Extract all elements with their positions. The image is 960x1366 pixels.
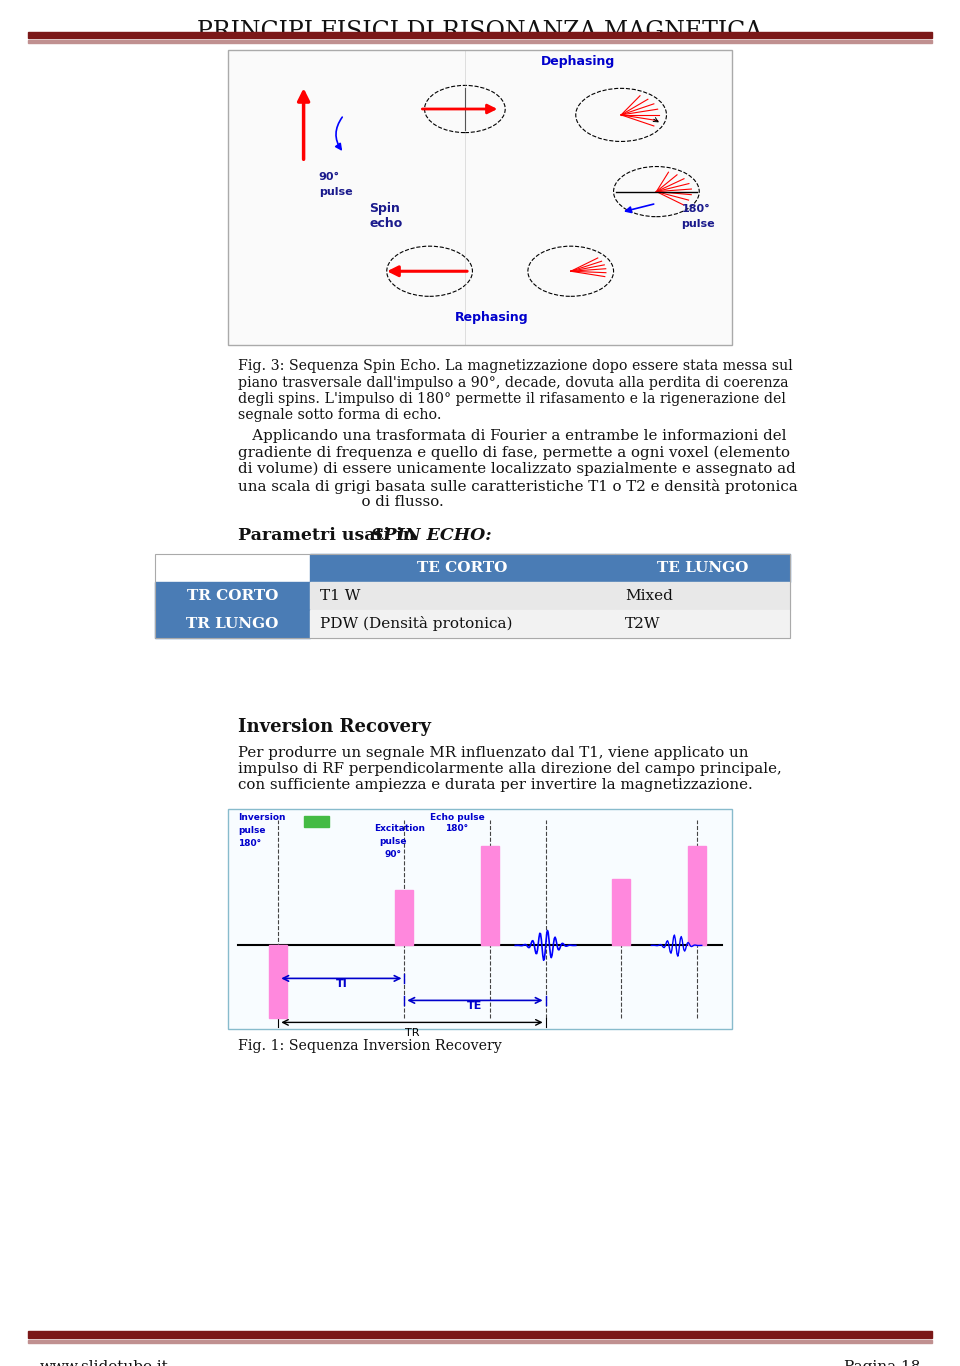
Bar: [228, 51, 732, 346]
Text: Rephasing: Rephasing: [455, 311, 528, 324]
Text: di volume) di essere unicamente localizzato spazialmente e assegnato ad: di volume) di essere unicamente localizz…: [238, 462, 796, 477]
Text: T1 W: T1 W: [320, 589, 360, 602]
Text: 90°: 90°: [319, 172, 340, 182]
Bar: [687, 847, 706, 945]
Text: Fig. 3: Sequenza Spin Echo. La magnetizzazione dopo essere stata messa sul: Fig. 3: Sequenza Spin Echo. La magnetizz…: [238, 359, 793, 373]
Text: PRINCIPI FISICI DI RISONANZA MAGNETICA: PRINCIPI FISICI DI RISONANZA MAGNETICA: [198, 20, 762, 42]
Text: 180°: 180°: [444, 824, 468, 833]
Text: pulse: pulse: [379, 837, 407, 846]
Text: TE LUNGO: TE LUNGO: [657, 560, 748, 575]
Text: TI: TI: [336, 979, 348, 989]
Text: www.slidetube.it: www.slidetube.it: [40, 1361, 169, 1366]
Bar: [28, 31, 932, 38]
Text: o di flusso.: o di flusso.: [238, 494, 444, 510]
Bar: [615, 609, 790, 638]
Bar: [155, 582, 310, 609]
Bar: [310, 609, 615, 638]
Text: TR CORTO: TR CORTO: [187, 589, 278, 602]
Bar: [28, 1330, 932, 1339]
Bar: [28, 40, 932, 42]
Text: Excitation: Excitation: [374, 824, 425, 833]
Text: TR: TR: [405, 1027, 420, 1038]
Text: pulse: pulse: [238, 826, 266, 835]
Text: pulse: pulse: [682, 219, 715, 229]
Text: Inversion Recovery: Inversion Recovery: [238, 717, 431, 735]
Text: con sufficiente ampiezza e durata per invertire la magnetizzazione.: con sufficiente ampiezza e durata per in…: [238, 779, 753, 792]
Text: impulso di RF perpendicolarmente alla direzione del campo principale,: impulso di RF perpendicolarmente alla di…: [238, 762, 781, 776]
Bar: [310, 553, 615, 582]
Bar: [228, 809, 732, 1029]
Text: Pagina 18: Pagina 18: [844, 1361, 920, 1366]
Text: Fig. 1: Sequenza Inversion Recovery: Fig. 1: Sequenza Inversion Recovery: [238, 1040, 502, 1053]
Bar: [612, 880, 630, 945]
Bar: [28, 1340, 932, 1343]
Text: TE: TE: [468, 1001, 483, 1011]
Text: piano trasversale dall'impulso a 90°, decade, dovuta alla perdita di coerenza: piano trasversale dall'impulso a 90°, de…: [238, 376, 788, 389]
Bar: [396, 891, 414, 945]
Text: 90°: 90°: [384, 851, 401, 859]
Bar: [303, 816, 328, 826]
Text: Per produrre un segnale MR influenzato dal T1, viene applicato un: Per produrre un segnale MR influenzato d…: [238, 746, 749, 759]
Text: Spin: Spin: [369, 202, 400, 216]
Text: Parametri usati in: Parametri usati in: [238, 527, 421, 545]
Bar: [615, 582, 790, 609]
Bar: [155, 553, 790, 638]
Text: 180°: 180°: [682, 205, 710, 214]
Bar: [270, 945, 287, 1018]
Text: Applicando una trasformata di Fourier a entrambe le informazioni del: Applicando una trasformata di Fourier a …: [238, 429, 786, 443]
Text: pulse: pulse: [319, 187, 352, 197]
Text: TE CORTO: TE CORTO: [418, 560, 508, 575]
Text: Inversion: Inversion: [238, 813, 285, 822]
Bar: [615, 553, 790, 582]
Bar: [155, 609, 310, 638]
Text: segnale sotto forma di echo.: segnale sotto forma di echo.: [238, 408, 442, 422]
Text: Dephasing: Dephasing: [540, 55, 614, 68]
Bar: [155, 553, 310, 582]
Text: Mixed: Mixed: [625, 589, 673, 602]
Text: TR LUNGO: TR LUNGO: [186, 616, 278, 631]
Text: PDW (Densità protonica): PDW (Densità protonica): [320, 616, 513, 631]
Text: gradiente di frequenza e quello di fase, permette a ogni voxel (elemento: gradiente di frequenza e quello di fase,…: [238, 445, 790, 460]
Text: degli spins. L'impulso di 180° permette il rifasamento e la rigenerazione del: degli spins. L'impulso di 180° permette …: [238, 392, 786, 406]
Text: 180°: 180°: [238, 839, 261, 848]
Bar: [310, 582, 615, 609]
Text: una scala di grigi basata sulle caratteristiche T1 o T2 e densità protonica: una scala di grigi basata sulle caratter…: [238, 478, 798, 493]
Text: echo: echo: [369, 217, 402, 229]
Text: SPIN ECHO:: SPIN ECHO:: [371, 527, 492, 545]
Bar: [481, 847, 499, 945]
Text: T2W: T2W: [625, 616, 660, 631]
Text: Echo pulse: Echo pulse: [430, 813, 485, 822]
